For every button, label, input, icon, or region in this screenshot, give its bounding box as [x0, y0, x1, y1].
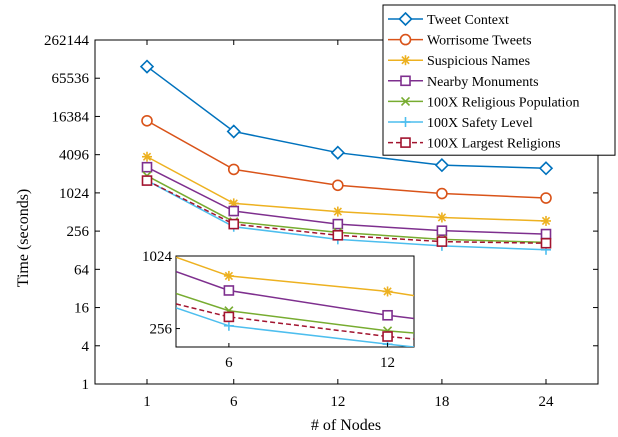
y-axis-label: Time (seconds)	[15, 189, 32, 288]
data-point	[436, 225, 448, 236]
data-point	[139, 59, 155, 74]
legend-item: Worrisome Tweets	[388, 34, 532, 49]
inset-y-tick-label: 1024	[142, 249, 173, 265]
inset-data-point	[223, 285, 235, 296]
y-tick-label: 1	[82, 377, 90, 393]
legend-marker	[400, 117, 411, 127]
data-point	[540, 237, 552, 249]
data-point	[226, 124, 241, 139]
legend-label: 100X Largest Religions	[427, 137, 561, 152]
x-tick-label: 1	[143, 394, 151, 410]
plot-area	[94, 39, 599, 385]
y-tick-label: 4	[82, 339, 90, 355]
inset-data-point	[223, 311, 235, 323]
data-point	[228, 205, 240, 217]
x-tick-label: 18	[434, 394, 449, 410]
legend-item: Suspicious Names	[388, 54, 530, 69]
inset-x-tick-label: 6	[225, 355, 233, 371]
legend-label: Suspicious Names	[427, 54, 530, 69]
y-tick-label: 4096	[59, 148, 90, 164]
data-point	[540, 228, 552, 240]
x-tick-label: 24	[539, 394, 555, 410]
inset-data-point	[382, 286, 393, 297]
data-point	[540, 192, 552, 204]
legend-label: Tweet Context	[427, 13, 509, 28]
legend-marker	[400, 55, 411, 66]
inset-data-point	[223, 320, 234, 331]
data-point	[141, 175, 153, 186]
data-point	[434, 158, 450, 173]
inset-data-point	[223, 270, 234, 281]
inset-series-line	[176, 292, 414, 334]
inset-series-line	[176, 256, 414, 297]
y-tick-label: 64	[74, 262, 90, 278]
y-tick-label: 16384	[52, 109, 90, 125]
data-point	[227, 163, 240, 176]
data-point	[142, 151, 152, 162]
inset-series-line	[176, 307, 414, 347]
inset-plot: 256 1024 6 12	[142, 249, 415, 371]
legend-item: 100X Safety Level	[388, 116, 533, 131]
data-point	[436, 236, 448, 247]
legend-label: 100X Safety Level	[427, 116, 533, 131]
legend-marker	[400, 137, 411, 148]
y-tick-label: 1024	[59, 186, 90, 202]
data-point	[436, 187, 448, 200]
legend-label: Nearby Monuments	[427, 75, 539, 90]
y-tick-label: 256	[67, 224, 90, 240]
legend-item: 100X Largest Religions	[388, 137, 561, 152]
legend-label: Worrisome Tweets	[427, 34, 532, 49]
legend-label: 100X Religious Population	[427, 95, 579, 110]
y-tick-label: 262144	[44, 33, 90, 49]
y-tick-label: 65536	[52, 71, 90, 87]
data-point	[332, 229, 344, 241]
x-axis-label: # of Nodes	[311, 417, 381, 434]
series-line	[146, 166, 547, 235]
legend-marker	[400, 75, 411, 87]
legend-item: Nearby Monuments	[388, 75, 539, 90]
x-tick-label: 12	[330, 394, 345, 410]
inset-series	[176, 256, 414, 347]
y-tick-label: 16	[74, 301, 90, 317]
legend-marker	[398, 11, 413, 27]
data-point	[330, 145, 345, 160]
data-point	[538, 161, 554, 176]
legend: Tweet Context Worrisome Tweets Suspicious …	[382, 4, 616, 156]
data-point	[541, 215, 551, 226]
x-tick-label: 6	[230, 394, 238, 410]
inset-x-tick-label: 12	[380, 355, 395, 371]
inset-data-point	[382, 331, 393, 342]
series-line	[146, 179, 547, 251]
data-point	[332, 218, 344, 230]
legend-item: Tweet Context	[388, 11, 509, 28]
legend-item: 100X Religious Population	[388, 95, 579, 110]
inset-data-point	[382, 309, 393, 321]
data-point	[141, 161, 153, 173]
data-point	[332, 206, 343, 217]
data-point	[332, 179, 344, 192]
inset-y-tick-label: 256	[150, 322, 173, 338]
inset-series-line	[176, 270, 414, 320]
data-point	[141, 114, 153, 127]
inset-series-line	[176, 303, 414, 340]
legend-marker	[400, 96, 411, 106]
data-point	[436, 212, 447, 223]
legend-marker	[399, 33, 412, 46]
data-point	[228, 218, 240, 230]
